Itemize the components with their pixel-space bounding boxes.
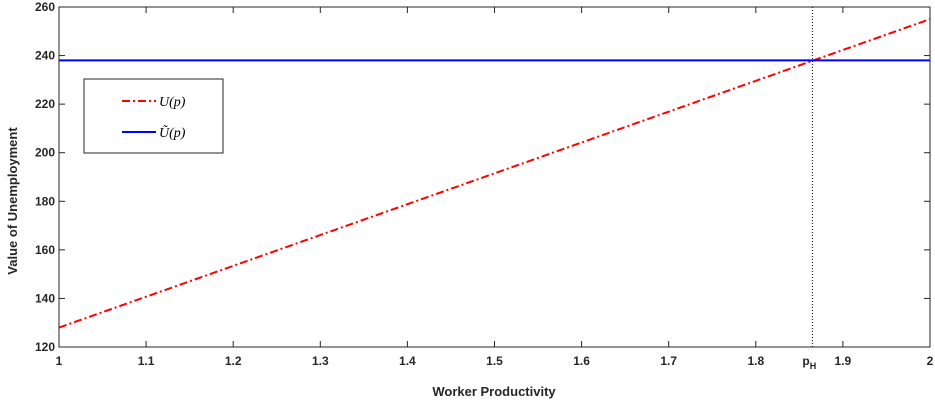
legend: U(p) Ũ(p) [83, 78, 224, 154]
y-axis-title: Value of Unemployment [5, 127, 20, 275]
y-tick-label: 180 [35, 194, 55, 208]
ph-tick-subscript: H [810, 361, 817, 371]
series-layer [58, 18, 931, 329]
x-tick-label: 1.9 [835, 354, 852, 368]
legend-label: Ũ(p) [159, 124, 186, 141]
x-tick-label: 1.2 [225, 354, 242, 368]
ticks-layer: 1 1.1 1.2 1.3 1.4 1.5 1.6 1.7 1.8 1.9 2 120 140 160 18… [35, 0, 934, 368]
y-tick-label: 120 [35, 340, 55, 354]
y-tick-label: 220 [35, 97, 55, 111]
x-tick-label: 1.6 [573, 354, 590, 368]
y-tick-label: 200 [35, 146, 55, 160]
y-tick-label: 160 [35, 243, 55, 257]
plot-background [59, 7, 930, 347]
y-tick-label: 240 [35, 49, 55, 63]
y-tick-label: 260 [35, 0, 55, 14]
y-tick-label: 140 [35, 291, 55, 305]
x-tick-label: 2 [927, 354, 934, 368]
legend-label: U(p) [159, 95, 186, 110]
series-line-u [58, 18, 931, 329]
x-tick-label: 1.5 [486, 354, 503, 368]
x-tick-label: 1.7 [660, 354, 677, 368]
x-tick-label: 1.8 [747, 354, 764, 368]
x-tick-label: 1.4 [399, 354, 416, 368]
x-tick-label: 1.1 [138, 354, 155, 368]
x-axis-title: Worker Productivity [432, 384, 556, 399]
x-tick-label: 1.3 [312, 354, 329, 368]
legend-box [83, 78, 224, 154]
x-tick-label: 1 [56, 354, 63, 368]
plot-area [59, 7, 930, 347]
ph-tick-label: pH [802, 354, 816, 371]
